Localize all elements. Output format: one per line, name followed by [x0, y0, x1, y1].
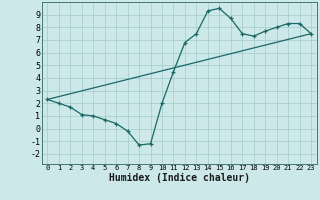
X-axis label: Humidex (Indice chaleur): Humidex (Indice chaleur)	[109, 173, 250, 183]
